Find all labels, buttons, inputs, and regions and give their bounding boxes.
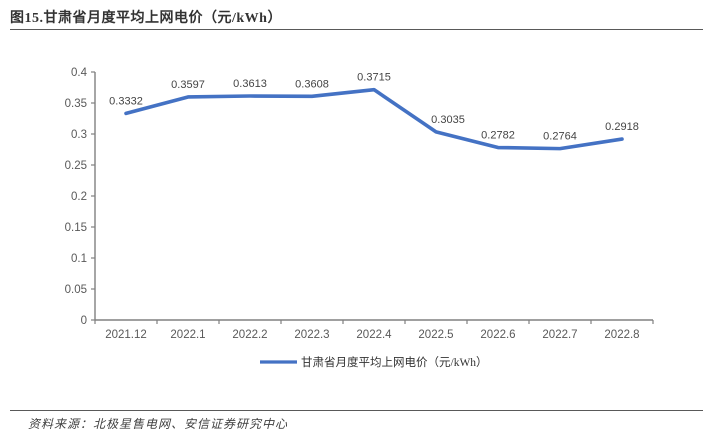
source-note: 资料来源：北极星售电网、安信证券研究中心	[28, 417, 289, 431]
y-tick-label: 0.2	[71, 191, 87, 203]
y-tick-label: 0.35	[65, 98, 87, 110]
data-label: 0.2782	[481, 130, 515, 142]
line-chart: 0 0.05 0.1 0.15 0.2 0.25 0.3 0.35 0.4 2021.12 2022…	[65, 67, 654, 369]
x-tick-label: 2022.1	[170, 329, 205, 341]
price-line	[124, 87, 624, 151]
x-tick-label: 2022.8	[604, 329, 639, 341]
y-tick-label: 0.3	[71, 129, 87, 141]
y-tick-label: 0.1	[71, 253, 87, 265]
x-tick-label: 2022.3	[294, 329, 329, 341]
y-tick-label: 0	[81, 315, 87, 327]
y-tick-label: 0.4	[71, 67, 88, 79]
x-tick-label: 2022.4	[356, 329, 392, 341]
x-tick-label: 2022.6	[480, 329, 515, 341]
data-label: 0.2918	[605, 121, 639, 133]
data-label: 0.3597	[171, 79, 205, 91]
x-tick-label: 2022.7	[542, 329, 577, 341]
title-underline	[10, 29, 703, 30]
data-label: 0.3608	[295, 78, 329, 90]
y-tick-label: 0.05	[65, 284, 87, 296]
data-label: 0.3715	[357, 72, 391, 84]
y-tick-label: 0.15	[65, 222, 87, 234]
x-tick-label: 2021.12	[105, 329, 147, 341]
x-tick-label: 2022.2	[232, 329, 267, 341]
x-tick-label: 2022.5	[418, 329, 453, 341]
y-tick-label: 0.25	[65, 160, 87, 172]
data-label: 0.2764	[543, 131, 577, 143]
data-label: 0.3613	[233, 78, 267, 90]
data-label: 0.3332	[109, 95, 143, 107]
legend-label: 甘肃省月度平均上网电价（元/kWh）	[301, 355, 488, 369]
footer-rule	[10, 410, 703, 411]
data-label: 0.3035	[431, 114, 465, 126]
figure-title: 图15.甘肃省月度平均上网电价（元/kWh）	[10, 11, 282, 26]
